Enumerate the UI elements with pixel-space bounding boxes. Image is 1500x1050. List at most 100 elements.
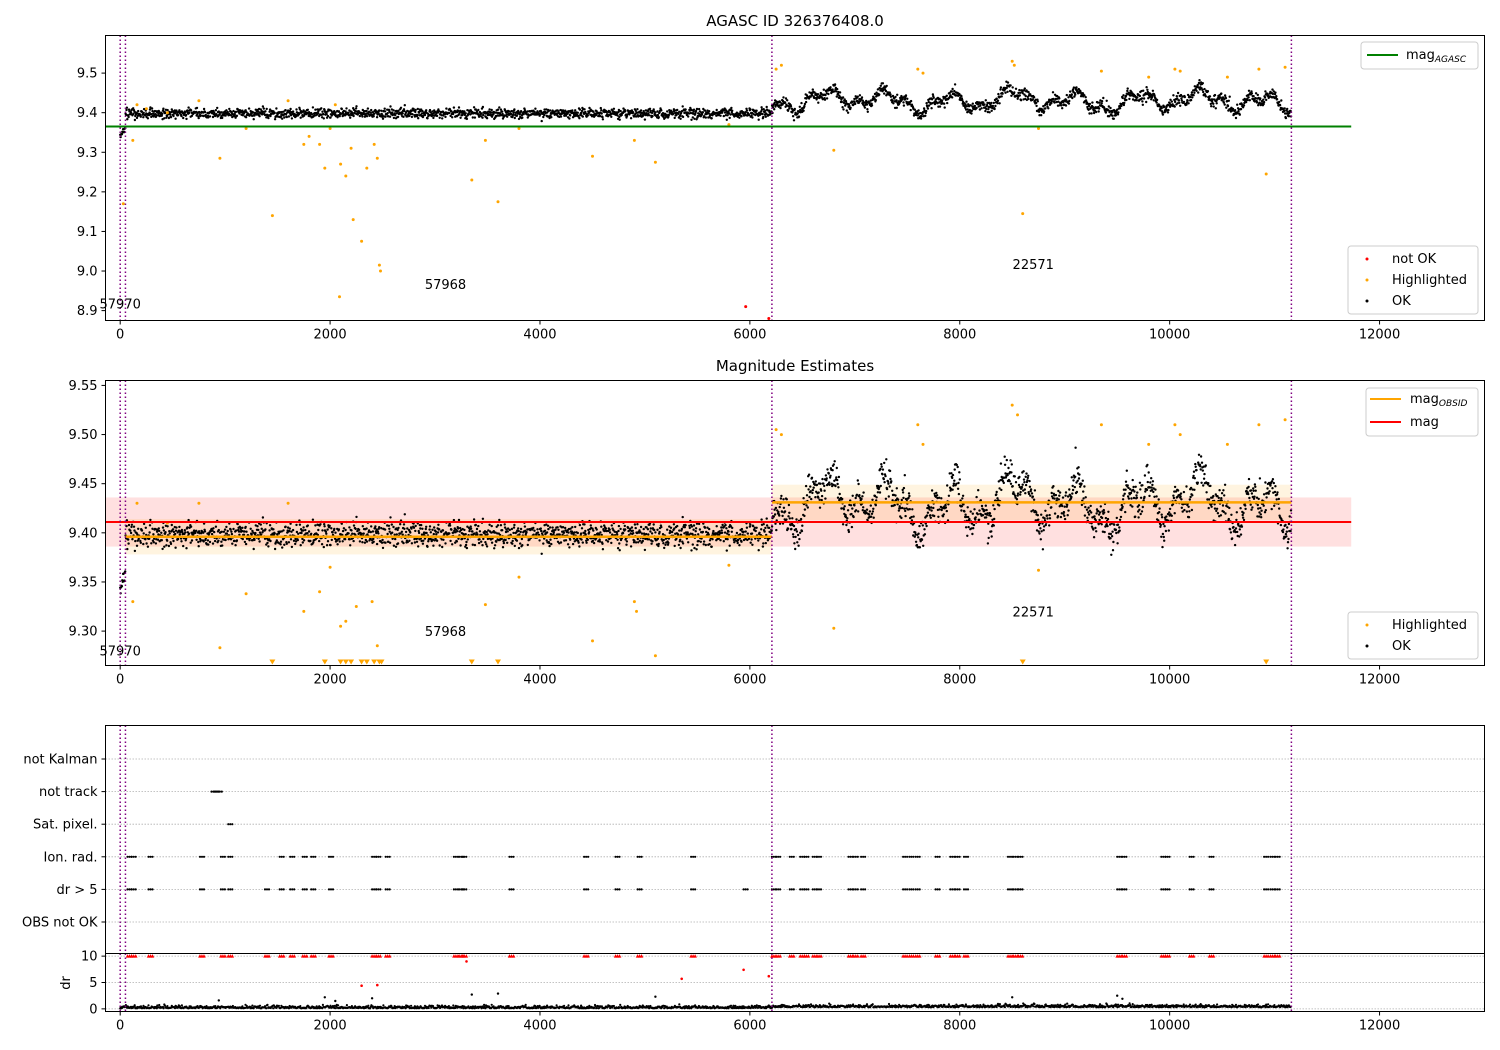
- ok-point: [413, 541, 417, 544]
- ok-point: [629, 545, 633, 548]
- ok-point: [197, 540, 200, 544]
- ok-point: [202, 540, 205, 543]
- ok-point: [601, 542, 604, 545]
- ok-point: [1032, 96, 1036, 99]
- ok-point: [545, 531, 549, 534]
- ok-point: [403, 104, 406, 107]
- ok-point: [1264, 90, 1267, 93]
- ok-point: [464, 533, 467, 536]
- ok-point: [907, 492, 911, 495]
- ok-point: [370, 525, 373, 528]
- ok-point: [871, 498, 874, 501]
- ok-point: [279, 540, 283, 543]
- ok-point: [996, 497, 999, 500]
- ok-point: [318, 539, 321, 543]
- ok-point: [650, 542, 653, 545]
- ok-point: [791, 517, 794, 520]
- ok-point: [372, 537, 375, 541]
- ok-point: [223, 528, 227, 531]
- ok-point: [408, 114, 411, 118]
- ok-point: [995, 97, 998, 100]
- ok-point: [186, 526, 189, 529]
- ok-point: [323, 525, 326, 528]
- ok-point: [477, 524, 480, 528]
- ok-point: [477, 108, 480, 112]
- ok-point: [217, 528, 220, 532]
- ok-point: [474, 523, 477, 527]
- ok-point: [926, 511, 930, 514]
- ok-point: [501, 529, 504, 532]
- ok-point: [1271, 92, 1275, 96]
- ok-point: [1172, 94, 1175, 97]
- ok-point: [300, 531, 303, 535]
- ok-point: [722, 114, 725, 118]
- ok-point: [540, 119, 543, 123]
- ok-point: [1247, 89, 1251, 93]
- ok-point: [913, 535, 916, 538]
- ok-point: [399, 532, 402, 535]
- ok-point: [441, 545, 444, 549]
- ok-point: [344, 538, 347, 541]
- ok-point: [580, 527, 584, 530]
- ok-point: [1262, 98, 1265, 101]
- ok-point: [697, 522, 701, 526]
- ok-point: [1067, 96, 1070, 99]
- ok-point: [161, 112, 164, 116]
- ok-point: [720, 529, 723, 532]
- ok-point: [283, 116, 286, 119]
- ok-point: [351, 532, 354, 535]
- ok-point: [235, 114, 239, 118]
- ok-point: [245, 530, 248, 533]
- ok-point: [485, 545, 489, 548]
- ok-point: [796, 541, 799, 544]
- ok-point: [782, 498, 785, 501]
- ok-point: [785, 498, 788, 501]
- ok-point: [1135, 99, 1139, 102]
- ok-point: [757, 549, 760, 552]
- agasc-line-legend: magAGASC: [1360, 41, 1479, 70]
- ok-point: [924, 111, 927, 115]
- ok-point: [598, 115, 602, 118]
- ok-point: [790, 527, 793, 531]
- ok-point: [169, 116, 173, 119]
- ok-point: [983, 103, 986, 106]
- ok-point: [503, 526, 507, 529]
- ok-point: [620, 113, 623, 117]
- ok-point: [914, 531, 917, 534]
- ok-point: [1183, 95, 1187, 99]
- ok-point: [694, 530, 697, 533]
- ok-point: [1100, 100, 1104, 103]
- ok-point: [754, 529, 757, 533]
- ok-point: [434, 530, 438, 533]
- ok-point: [694, 109, 698, 113]
- ok-point: [701, 530, 705, 534]
- ok-point: [690, 525, 694, 528]
- ok-point: [417, 531, 421, 535]
- ok-point: [940, 99, 944, 102]
- ok-point: [823, 484, 826, 488]
- ok-point: [1248, 99, 1252, 102]
- ok-point: [233, 539, 236, 543]
- ok-point: [257, 528, 260, 532]
- ok-point: [591, 527, 594, 530]
- ok-point: [984, 99, 987, 102]
- ok-point: [794, 547, 797, 551]
- ok-point: [450, 528, 453, 531]
- ok-point: [857, 482, 860, 486]
- ok-point: [471, 543, 474, 546]
- ok-point: [1116, 113, 1120, 116]
- ok-point: [187, 111, 191, 115]
- ok-point: [764, 526, 767, 530]
- ok-point: [533, 110, 536, 114]
- ok-point: [540, 529, 543, 533]
- ok-point: [170, 108, 173, 111]
- ok-point: [617, 529, 620, 533]
- ok-point: [858, 494, 861, 497]
- x-tick-label: 10000: [1149, 328, 1190, 343]
- ok-point: [735, 531, 739, 535]
- ok-point: [534, 107, 537, 110]
- ok-point: [1114, 114, 1118, 117]
- ok-point: [660, 109, 663, 112]
- ok-point: [1275, 95, 1278, 98]
- ok-point: [999, 88, 1002, 91]
